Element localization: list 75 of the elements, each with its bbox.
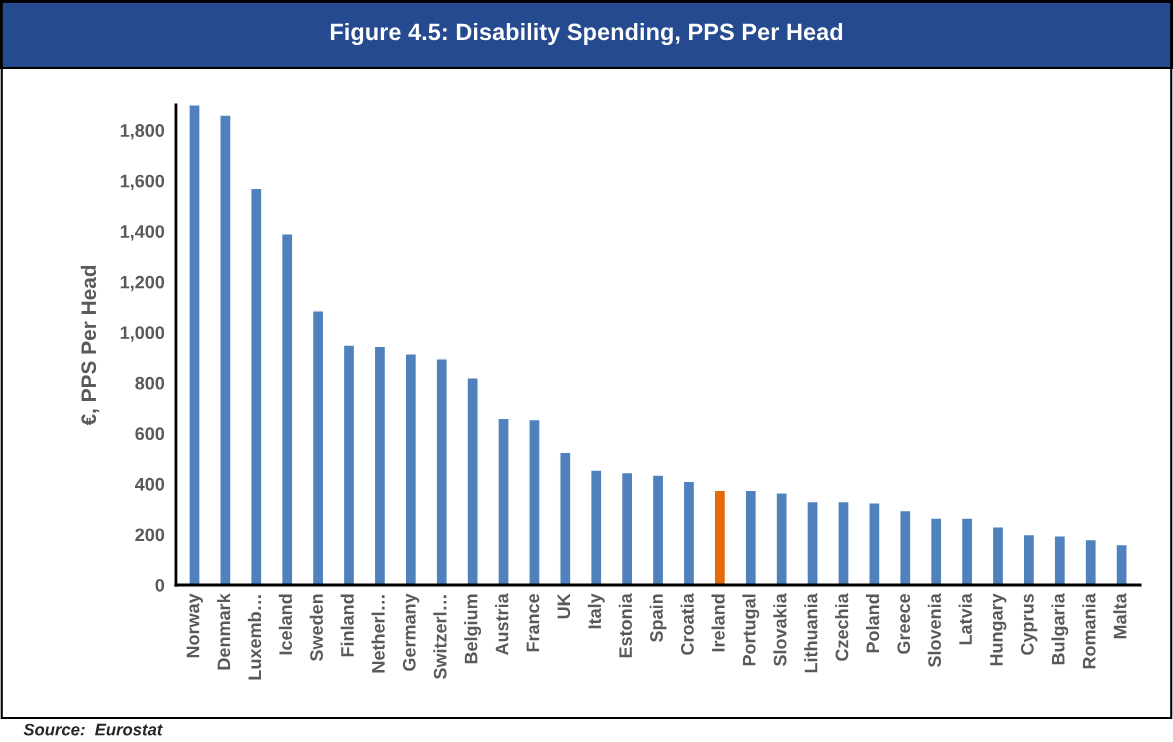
chart-title: Figure 4.5: Disability Spending, PPS Per Head [330, 22, 843, 46]
x-tick-label: Hungary [990, 593, 1007, 666]
y-tick-label: 1,800 [120, 124, 165, 140]
y-tick-label: 800 [135, 376, 165, 390]
x-tick-label: France [526, 593, 540, 652]
x-tick-label: Luxemb… [247, 595, 262, 680]
bar [435, 358, 448, 585]
bar [589, 469, 603, 585]
bar [1115, 543, 1128, 585]
bar [311, 310, 325, 585]
source-note: Source: Eurostat [23, 723, 163, 736]
x-tick-label: Italy [587, 593, 605, 629]
bar [929, 517, 943, 585]
x-tick-label: Cyprus [1020, 594, 1038, 655]
y-tick-label: 400 [134, 477, 165, 491]
bar [404, 353, 418, 585]
bar [837, 500, 850, 585]
bar [188, 104, 201, 585]
bar [466, 377, 479, 585]
x-tick-label: Slovenia [927, 593, 942, 668]
x-tick-label: Austria [495, 593, 509, 656]
x-tick-label: Lithuania [804, 593, 818, 673]
bar [1053, 535, 1067, 585]
bar [219, 114, 232, 585]
x-tick-label: Netherl… [371, 595, 385, 673]
bar [960, 517, 974, 585]
bar [250, 187, 263, 585]
bar [1084, 538, 1097, 585]
y-tick-label: 600 [135, 427, 165, 441]
y-tick-label: 0 [155, 578, 165, 592]
bar [620, 471, 634, 585]
x-tick-label: Denmark [216, 593, 231, 670]
bar [497, 417, 510, 585]
x-tick-label: Bulgaria [1051, 593, 1069, 665]
x-tick-label: Poland [865, 594, 880, 653]
x-tick-label: Latvia [958, 593, 972, 645]
x-tick-label: Malta [1113, 593, 1127, 639]
x-tick-label: Ireland [711, 594, 725, 652]
x-tick-label: Belgium [464, 594, 482, 664]
y-tick-label: 1,600 [120, 174, 165, 191]
bar [713, 489, 727, 585]
bar [991, 526, 1005, 585]
x-tick-label: Germany [402, 593, 420, 671]
x-tick-label: Iceland [278, 594, 293, 655]
bar [528, 418, 541, 585]
y-tick-label: 1,400 [120, 225, 165, 241]
bar [806, 500, 819, 585]
x-tick-label: Finland [340, 594, 354, 657]
bar [559, 451, 572, 585]
x-tick-label: Czechia [835, 593, 849, 661]
bar [342, 344, 356, 585]
bar [651, 474, 665, 585]
x-tick-label: Romania [1082, 593, 1096, 669]
bar [868, 502, 881, 585]
x-tick-label: UK [557, 593, 571, 619]
bar [373, 345, 387, 585]
x-tick-label: Portugal [742, 594, 760, 666]
bar [280, 233, 294, 585]
bar [682, 480, 696, 585]
x-tick-label: Sweden [309, 594, 323, 662]
y-tick-label: 1,200 [120, 275, 165, 292]
x-tick-label: Norway [186, 593, 203, 658]
y-tick-label: 200 [135, 528, 165, 542]
bar [1022, 533, 1036, 585]
x-tick-label: Spain [649, 594, 667, 642]
y-tick-label: 1,000 [120, 326, 165, 342]
y-axis-title: €, PPS Per Head [80, 265, 100, 426]
x-tick-label: Greece [897, 593, 911, 654]
x-tick-label: Slovakia [773, 593, 787, 667]
bar [744, 489, 758, 585]
bar [775, 492, 788, 585]
bar [899, 509, 912, 585]
x-tick-label: Croatia [680, 593, 694, 655]
x-tick-label: Estonia [618, 593, 632, 658]
x-tick-label: Switzerl… [433, 595, 447, 680]
